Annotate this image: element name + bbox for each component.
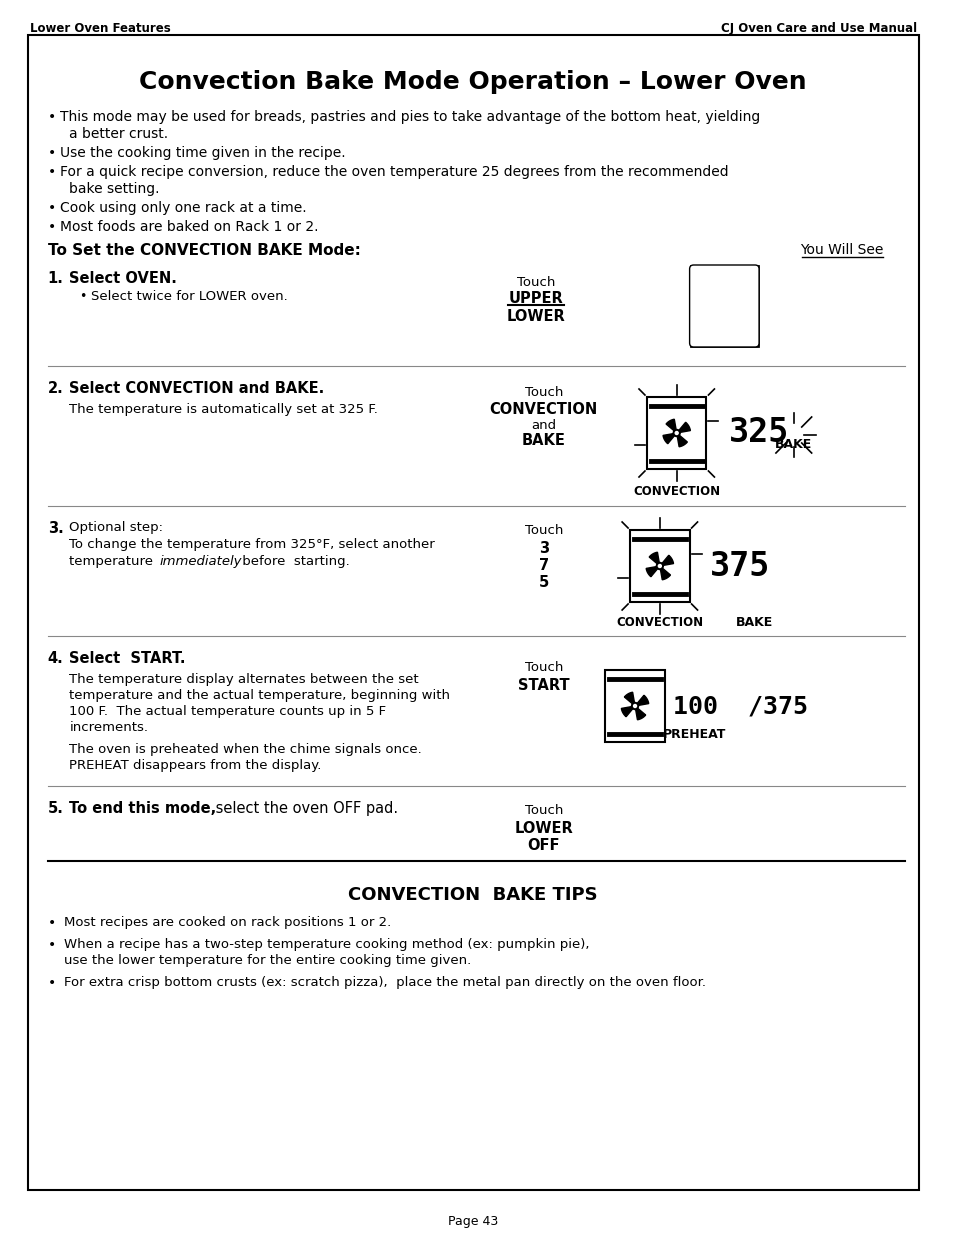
Text: •: • <box>79 290 87 303</box>
Text: START: START <box>517 678 569 693</box>
Text: Optional step:: Optional step: <box>70 521 163 534</box>
Text: 1.: 1. <box>48 270 64 287</box>
Text: Use the cooking time given in the recipe.: Use the cooking time given in the recipe… <box>59 146 345 161</box>
Text: Select twice for LOWER oven.: Select twice for LOWER oven. <box>91 290 288 303</box>
Text: 325: 325 <box>728 416 789 450</box>
Circle shape <box>633 704 636 708</box>
Text: Touch: Touch <box>524 804 562 818</box>
Text: LOWER: LOWER <box>506 309 564 324</box>
Text: 3.: 3. <box>48 521 63 536</box>
Text: Touch: Touch <box>524 661 562 674</box>
Polygon shape <box>645 566 659 577</box>
Text: select the oven OFF pad.: select the oven OFF pad. <box>212 802 398 816</box>
Bar <box>690 266 758 346</box>
Text: increments.: increments. <box>70 721 149 734</box>
Text: 5: 5 <box>538 576 548 590</box>
Text: •: • <box>48 220 56 233</box>
Text: 100 F.  The actual temperature counts up in 5 F: 100 F. The actual temperature counts up … <box>70 705 386 718</box>
Polygon shape <box>635 706 645 720</box>
Text: To end this mode,: To end this mode, <box>70 802 216 816</box>
Bar <box>604 671 664 742</box>
Text: •: • <box>48 976 56 990</box>
Text: temperature: temperature <box>70 555 157 568</box>
Text: and: and <box>531 419 556 432</box>
Polygon shape <box>676 422 690 433</box>
Text: bake setting.: bake setting. <box>70 182 160 196</box>
Polygon shape <box>649 552 659 566</box>
Text: This mode may be used for breads, pastries and pies to take advantage of the bot: This mode may be used for breads, pastri… <box>59 110 759 124</box>
Text: Most recipes are cooked on rack positions 1 or 2.: Most recipes are cooked on rack position… <box>65 916 392 929</box>
Text: The temperature display alternates between the set: The temperature display alternates betwe… <box>70 673 418 685</box>
Text: 7: 7 <box>538 558 548 573</box>
Text: a better crust.: a better crust. <box>70 127 169 141</box>
Circle shape <box>675 431 678 435</box>
Text: Lower Oven Features: Lower Oven Features <box>30 22 171 35</box>
Text: •: • <box>48 165 56 179</box>
Polygon shape <box>665 419 676 433</box>
Text: Touch: Touch <box>524 524 562 537</box>
Text: UPPER: UPPER <box>508 291 562 306</box>
Text: •: • <box>48 201 56 215</box>
Polygon shape <box>659 556 673 566</box>
Text: 5.: 5. <box>48 802 64 816</box>
Polygon shape <box>635 695 648 706</box>
Text: 4.: 4. <box>48 651 63 666</box>
Text: 2.: 2. <box>48 382 63 396</box>
Text: PREHEAT: PREHEAT <box>662 727 725 741</box>
Text: BAKE: BAKE <box>521 433 565 448</box>
Circle shape <box>673 430 679 436</box>
Text: CJ Oven Care and Use Manual: CJ Oven Care and Use Manual <box>720 22 916 35</box>
Polygon shape <box>624 692 635 706</box>
Text: Convection Bake Mode Operation – Lower Oven: Convection Bake Mode Operation – Lower O… <box>139 70 806 94</box>
Text: 100  /375: 100 /375 <box>672 694 807 718</box>
Text: To change the temperature from 325°F, select another: To change the temperature from 325°F, se… <box>70 538 435 551</box>
Text: •: • <box>48 110 56 124</box>
Text: Touch: Touch <box>524 387 562 399</box>
Text: LOWER: LOWER <box>514 821 573 836</box>
Text: •: • <box>48 916 56 930</box>
Text: CONVECTION  BAKE TIPS: CONVECTION BAKE TIPS <box>348 885 598 904</box>
Text: CONVECTION: CONVECTION <box>489 403 598 417</box>
Text: CONVECTION: CONVECTION <box>616 616 702 629</box>
Text: OFF: OFF <box>527 839 559 853</box>
Text: 375: 375 <box>709 550 769 583</box>
Text: Select CONVECTION and BAKE.: Select CONVECTION and BAKE. <box>70 382 324 396</box>
Bar <box>646 396 706 469</box>
Text: BAKE: BAKE <box>775 438 812 451</box>
Text: immediately: immediately <box>159 555 242 568</box>
Text: temperature and the actual temperature, beginning with: temperature and the actual temperature, … <box>70 689 450 701</box>
Text: BAKE: BAKE <box>735 616 772 629</box>
Text: before  starting.: before starting. <box>238 555 350 568</box>
Polygon shape <box>620 706 635 716</box>
Text: Most foods are baked on Rack 1 or 2.: Most foods are baked on Rack 1 or 2. <box>59 220 317 233</box>
Text: CONVECTION: CONVECTION <box>633 485 720 498</box>
Text: Select  START.: Select START. <box>70 651 186 666</box>
Text: Touch: Touch <box>517 275 555 289</box>
Text: Cook using only one rack at a time.: Cook using only one rack at a time. <box>59 201 306 215</box>
Text: use the lower temperature for the entire cooking time given.: use the lower temperature for the entire… <box>65 953 471 967</box>
Text: The oven is preheated when the chime signals once.: The oven is preheated when the chime sig… <box>70 743 422 756</box>
Text: For extra crisp bottom crusts (ex: scratch pizza),  place the metal pan directly: For extra crisp bottom crusts (ex: scrat… <box>65 976 706 989</box>
Circle shape <box>658 564 660 568</box>
Text: •: • <box>48 939 56 952</box>
Text: Page 43: Page 43 <box>448 1215 497 1228</box>
Bar <box>629 530 689 601</box>
Text: 3: 3 <box>538 541 548 556</box>
Polygon shape <box>662 433 676 443</box>
Text: To Set the CONVECTION BAKE Mode:: To Set the CONVECTION BAKE Mode: <box>48 243 360 258</box>
Polygon shape <box>659 566 670 579</box>
Text: When a recipe has a two-step temperature cooking method (ex: pumpkin pie),: When a recipe has a two-step temperature… <box>65 939 589 951</box>
Text: For a quick recipe conversion, reduce the oven temperature 25 degrees from the r: For a quick recipe conversion, reduce th… <box>59 165 727 179</box>
FancyBboxPatch shape <box>689 266 759 347</box>
Text: The temperature is automatically set at 325 F.: The temperature is automatically set at … <box>70 403 378 416</box>
Polygon shape <box>676 433 686 447</box>
Circle shape <box>631 703 638 709</box>
Text: PREHEAT disappears from the display.: PREHEAT disappears from the display. <box>70 760 321 772</box>
Circle shape <box>656 562 662 569</box>
Text: Select OVEN.: Select OVEN. <box>70 270 177 287</box>
Text: You Will See: You Will See <box>799 243 882 257</box>
Text: •: • <box>48 146 56 161</box>
